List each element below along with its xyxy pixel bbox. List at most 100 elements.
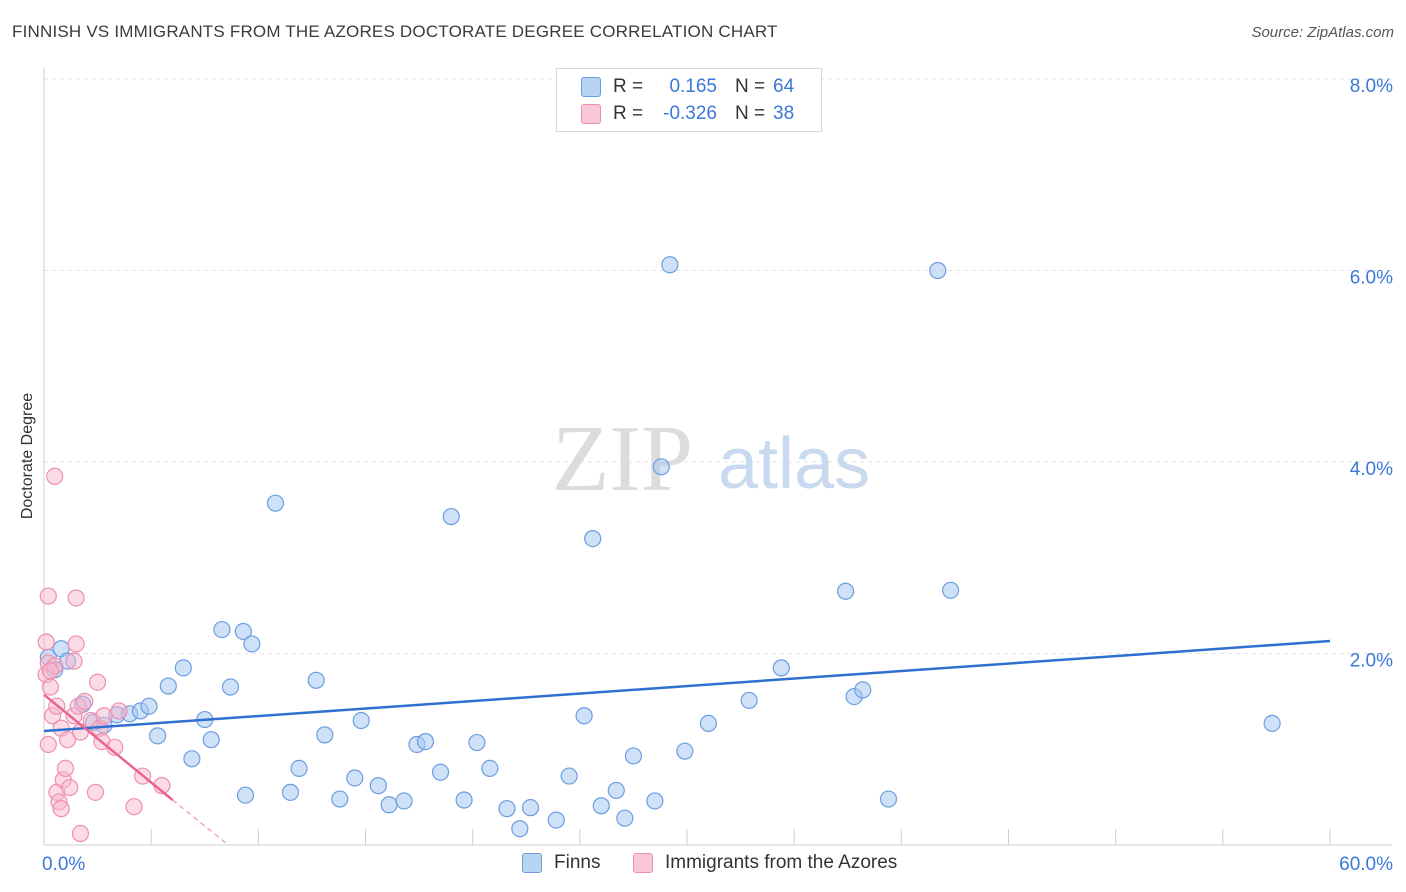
finns-point: [290, 759, 308, 778]
azores-point: [39, 735, 57, 754]
finns-point: [740, 691, 758, 710]
finns-point: [592, 797, 610, 815]
legend-finns-swatch: [522, 853, 542, 873]
azores-point: [110, 702, 128, 720]
finns-point: [1263, 714, 1281, 732]
azores-point: [67, 635, 85, 653]
watermark: ZIP atlas: [552, 407, 870, 511]
finns-point: [316, 726, 334, 744]
finns-point: [202, 731, 220, 749]
finns-point: [575, 707, 593, 725]
chart-title: FINNISH VS IMMIGRANTS FROM THE AZORES DO…: [12, 22, 778, 41]
watermark-zip: ZIP: [552, 407, 693, 511]
legend-row-finns: R = 0.165 N = 64: [581, 74, 794, 100]
finns-point: [266, 494, 285, 512]
finns-point: [431, 763, 450, 781]
azores-point: [41, 662, 60, 680]
finns-point: [281, 783, 300, 801]
finns-point: [159, 677, 177, 695]
legend-azores-swatch: [633, 853, 653, 873]
y-tick-label: 6.0%: [1350, 268, 1393, 289]
azores-point: [37, 633, 55, 651]
finns-point: [140, 697, 158, 715]
finns-n-label: N =: [735, 76, 766, 97]
finns-point: [607, 781, 625, 800]
finns-point: [511, 820, 529, 838]
finns-trend-line: [43, 639, 1331, 733]
finns-point: [346, 769, 364, 787]
finns-point: [352, 711, 370, 730]
finns-point: [547, 811, 565, 829]
x-tick-label: 60.0%: [1339, 854, 1393, 875]
azores-point: [95, 707, 113, 725]
azores-point: [52, 800, 70, 818]
azores-n-value: 38: [773, 103, 795, 124]
finns-point: [929, 261, 947, 280]
finns-point: [183, 750, 201, 768]
finns-point: [624, 747, 643, 765]
finns-point: [676, 742, 694, 760]
y-tick-label: 4.0%: [1350, 459, 1393, 480]
azores-point: [56, 759, 75, 778]
x-tick-label: 0.0%: [42, 854, 85, 875]
finns-point: [331, 790, 349, 808]
finns-point: [468, 733, 486, 752]
finns-point: [854, 681, 872, 699]
finns-point: [584, 529, 602, 548]
finns-point: [837, 582, 855, 600]
finns-r-label: R =: [613, 76, 644, 97]
legend-row-azores: R = -0.326 N = 38: [581, 101, 794, 127]
azores-r-label: R =: [613, 103, 644, 124]
azores-point: [65, 652, 83, 670]
series-legend: Finns Immigrants from the Azores: [0, 852, 1406, 876]
azores-point: [86, 783, 105, 801]
finns-point: [442, 507, 460, 526]
legend-item-azores[interactable]: Immigrants from the Azores: [633, 852, 897, 874]
watermark-atlas: atlas: [718, 424, 870, 504]
finns-point: [416, 732, 435, 751]
finns-r-value: 0.165: [669, 76, 717, 97]
finns-point: [879, 790, 898, 808]
legend-azores-label: Immigrants from the Azores: [665, 852, 898, 873]
source-label: Source: ZipAtlas.com: [1251, 24, 1394, 41]
finns-points: [39, 256, 1281, 838]
finns-point: [243, 635, 261, 653]
azores-point: [88, 673, 107, 691]
y-tick-label: 2.0%: [1350, 651, 1393, 672]
finns-point: [616, 809, 634, 827]
correlation-legend: R = 0.165 N = 64 R = -0.326 N = 38: [556, 68, 822, 132]
y-tick-label: 8.0%: [1350, 76, 1393, 97]
legend-finns-label: Finns: [554, 852, 601, 873]
finns-point: [521, 799, 540, 817]
finns-point: [236, 786, 255, 804]
finns-point: [213, 620, 231, 639]
legend-item-finns[interactable]: Finns: [522, 852, 600, 874]
azores-trend-extension: [172, 799, 229, 846]
azores-swatch: [581, 104, 601, 124]
finns-point: [455, 791, 473, 809]
azores-point: [39, 587, 57, 605]
azores-point: [67, 589, 85, 607]
azores-trend-line: [43, 693, 174, 801]
finns-point: [234, 622, 252, 641]
azores-point: [125, 798, 143, 816]
finns-point: [699, 714, 718, 732]
azores-n-label: N =: [735, 103, 766, 124]
grid-lines: [44, 78, 1392, 654]
azores-point: [76, 692, 94, 710]
finns-point: [395, 792, 413, 810]
finns-point: [369, 777, 387, 795]
finns-point: [646, 792, 664, 810]
finns-point: [498, 800, 516, 818]
finns-point: [772, 659, 790, 677]
finns-swatch: [581, 77, 601, 97]
trend-lines: [43, 639, 1331, 846]
azores-point: [58, 731, 77, 749]
finns-point: [307, 671, 325, 689]
finns-point: [942, 581, 960, 599]
finns-n-value: 64: [773, 76, 795, 97]
finns-point: [481, 759, 499, 778]
azores-point: [46, 467, 64, 485]
finns-point: [148, 727, 167, 745]
finns-point: [661, 256, 679, 274]
